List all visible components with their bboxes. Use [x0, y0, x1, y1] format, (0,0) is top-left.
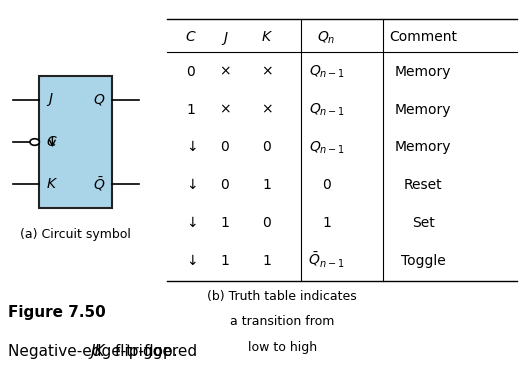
Text: $\downarrow$: $\downarrow$: [184, 140, 197, 154]
Text: 0: 0: [262, 140, 271, 154]
Text: $\bar{Q}$: $\bar{Q}$: [93, 175, 106, 193]
Text: low to high: low to high: [248, 341, 317, 354]
Text: (a) Circuit symbol: (a) Circuit symbol: [21, 228, 131, 241]
Text: 1: 1: [262, 254, 271, 267]
Text: $\bar{Q}_{n-1}$: $\bar{Q}_{n-1}$: [308, 251, 345, 270]
Text: 1: 1: [322, 216, 331, 230]
Text: $Q_{n-1}$: $Q_{n-1}$: [308, 102, 345, 118]
Text: Toggle: Toggle: [401, 254, 446, 267]
Text: $\times$: $\times$: [261, 103, 272, 116]
Text: $\downarrow$: $\downarrow$: [184, 178, 197, 192]
Text: a transition from: a transition from: [230, 315, 334, 328]
Text: 0: 0: [262, 216, 271, 230]
Circle shape: [30, 139, 40, 145]
Text: $K$: $K$: [46, 177, 58, 191]
Text: (b) Truth table indicates: (b) Truth table indicates: [208, 290, 357, 303]
Text: Negative-edge-triggered: Negative-edge-triggered: [8, 344, 202, 359]
Text: Comment: Comment: [389, 29, 457, 44]
Text: $Q_{n-1}$: $Q_{n-1}$: [308, 64, 345, 80]
Text: Figure 7.50: Figure 7.50: [8, 305, 106, 320]
Text: $\times$: $\times$: [261, 65, 272, 79]
Text: $J$: $J$: [221, 29, 229, 46]
Text: Reset: Reset: [404, 178, 442, 192]
Text: JK: JK: [90, 344, 105, 359]
Text: Memory: Memory: [395, 65, 451, 79]
Text: $Q$: $Q$: [93, 92, 106, 107]
Text: 1: 1: [220, 254, 229, 267]
Text: Memory: Memory: [395, 103, 451, 116]
Text: 1: 1: [220, 216, 229, 230]
Text: 0: 0: [221, 140, 229, 154]
Text: Set: Set: [412, 216, 435, 230]
Text: $\times$: $\times$: [219, 103, 231, 116]
Text: 0: 0: [186, 65, 195, 79]
Text: $K$: $K$: [261, 29, 272, 44]
Text: $\downarrow$: $\downarrow$: [184, 216, 197, 230]
FancyBboxPatch shape: [40, 76, 112, 208]
Text: 0: 0: [221, 178, 229, 192]
Text: Memory: Memory: [395, 140, 451, 154]
Text: $\times$: $\times$: [219, 65, 231, 79]
Text: $Q_{n-1}$: $Q_{n-1}$: [308, 139, 345, 155]
Text: 1: 1: [262, 178, 271, 192]
Text: $J$: $J$: [46, 91, 54, 108]
Text: $\downarrow$: $\downarrow$: [184, 254, 197, 267]
Text: 0: 0: [322, 178, 331, 192]
Text: $C$: $C$: [46, 135, 58, 149]
Text: $Q_n$: $Q_n$: [317, 29, 336, 46]
Text: 1: 1: [186, 103, 195, 116]
Text: flip-flop.: flip-flop.: [110, 344, 178, 359]
Text: $C$: $C$: [185, 29, 196, 44]
